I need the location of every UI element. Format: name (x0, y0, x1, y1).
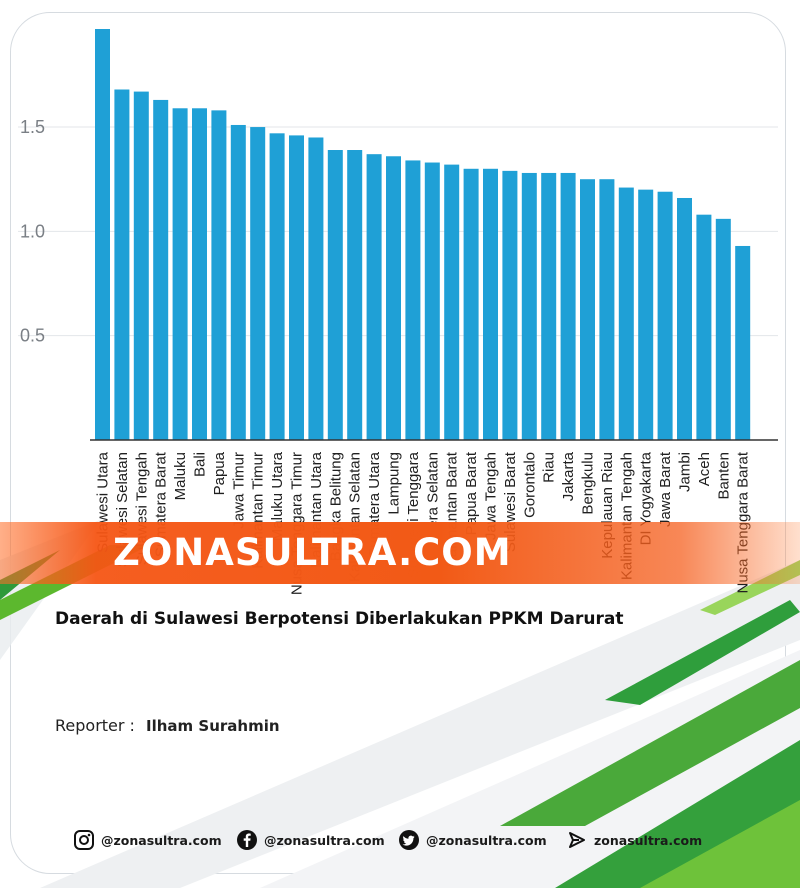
bar (405, 160, 421, 440)
bar (560, 172, 576, 440)
bar (696, 214, 712, 440)
x-category-label: DI Yogyakarta (638, 451, 655, 545)
bar (483, 168, 498, 440)
y-tick-label: 1.0 (20, 221, 45, 241)
y-axis-ticks: 0.5 1.0 1.5 (20, 117, 45, 346)
bar (308, 137, 324, 440)
x-category-label: Lampung (386, 452, 403, 515)
x-category-label: Bengkulu (580, 452, 597, 515)
bar (638, 189, 654, 440)
brand-banner-text: ZONASULTRA.COM (113, 531, 512, 574)
bar (250, 127, 266, 440)
x-category-label: Jakarta (560, 451, 577, 501)
brand-banner (0, 522, 800, 584)
x-category-label: Aceh (696, 452, 713, 486)
bar (269, 133, 285, 440)
bar (114, 89, 130, 441)
y-tick-label: 1.5 (20, 117, 45, 137)
bar (618, 187, 634, 440)
x-category-label: Banten (715, 452, 732, 500)
x-category-label: Maluku (172, 452, 189, 500)
bar (502, 170, 518, 440)
reporter-line: Reporter : Ilham Surahmin (55, 716, 280, 735)
x-category-label: Maluku Utara (269, 451, 286, 541)
x-category-label: Jawa Timur (230, 452, 247, 529)
bar (463, 168, 479, 440)
bar (133, 91, 149, 440)
facebook-icon (237, 830, 257, 850)
x-category-label: Papua (211, 451, 228, 495)
bar (715, 218, 731, 440)
bar (386, 156, 401, 440)
social-twitter[interactable]: @zonasultra.com (398, 829, 547, 851)
bar (735, 245, 751, 440)
bar (521, 172, 537, 440)
x-category-label: Jawa Tengah (483, 452, 500, 540)
reporter-name: Ilham Surahmin (146, 717, 280, 735)
bar (366, 154, 382, 440)
reporter-label: Reporter : (55, 716, 135, 735)
x-category-label: Gorontalo (521, 452, 538, 518)
x-category-label: Papua Barat (463, 451, 480, 535)
website-icon (569, 832, 585, 848)
bar (192, 108, 207, 441)
social-facebook[interactable]: @zonasultra.com (236, 829, 385, 851)
bar (657, 191, 673, 440)
bar (289, 135, 304, 441)
bar (327, 150, 343, 441)
x-category-label: Jambi (677, 452, 694, 492)
bar (211, 110, 227, 440)
instagram-handle: @zonasultra.com (101, 832, 222, 848)
bar (424, 162, 440, 441)
bar (347, 150, 363, 441)
bar (599, 179, 615, 440)
headline: Daerah di Sulawesi Berpotensi Diberlakuk… (55, 609, 624, 629)
y-tick-label: 0.5 (20, 326, 45, 346)
bar (541, 172, 557, 440)
website-handle: zonasultra.com (594, 832, 703, 848)
bar (444, 164, 460, 440)
bar (172, 108, 188, 441)
bar (580, 179, 595, 440)
bar (230, 124, 246, 440)
x-category-label: Jawa Barat (657, 451, 674, 527)
twitter-icon (399, 830, 419, 850)
x-category-label: Bali (192, 452, 209, 477)
instagram-icon (74, 830, 94, 850)
social-instagram[interactable]: @zonasultra.com (73, 829, 222, 851)
bar (677, 197, 692, 440)
facebook-handle: @zonasultra.com (264, 832, 385, 848)
bar (95, 29, 110, 440)
chart-bars (95, 29, 751, 441)
twitter-handle: @zonasultra.com (426, 832, 547, 848)
x-category-label: Riau (541, 452, 558, 483)
social-website[interactable]: zonasultra.com (566, 829, 702, 851)
bar (153, 99, 169, 440)
